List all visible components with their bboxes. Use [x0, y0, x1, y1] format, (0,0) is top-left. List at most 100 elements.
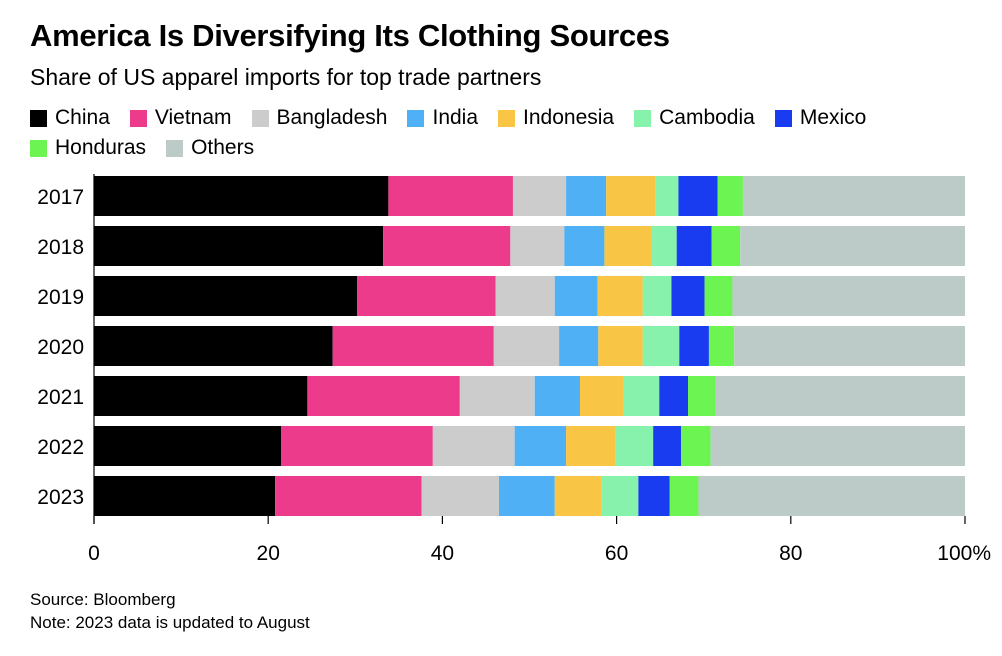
bar-segment-cambodia [655, 176, 679, 216]
y-tick-label: 2017 [37, 186, 84, 209]
y-tick-label: 2023 [37, 486, 84, 509]
bar-segment-indonesia [598, 326, 643, 366]
bar-segment-cambodia [615, 426, 654, 466]
legend-item-cambodia: Cambodia [634, 106, 755, 130]
x-tick-label: 0 [88, 542, 100, 565]
bar-segment-mexico [653, 426, 682, 466]
legend-item-indonesia: Indonesia [498, 106, 614, 130]
x-tick-label: 80 [779, 542, 802, 565]
bar-segment-mexico [676, 226, 712, 266]
bar-segment-indonesia [580, 376, 624, 416]
legend-swatch [129, 109, 147, 127]
bar-segment-bangladesh [493, 326, 560, 366]
bar-segment-india [564, 226, 605, 266]
bar-segment-vietnam [332, 326, 494, 366]
legend-swatch [251, 109, 269, 127]
legend-label: Vietnam [154, 106, 232, 129]
bar-segment-bangladesh [459, 376, 535, 416]
bar-segment-india [499, 476, 555, 516]
bar-segment-others [698, 476, 965, 516]
legend-label: Honduras [55, 136, 147, 159]
bar-segment-vietnam [275, 476, 422, 516]
bar-segment-cambodia [642, 326, 680, 366]
y-tick-label: 2022 [37, 436, 84, 459]
legend-label: Mexico [799, 106, 867, 129]
legend-swatch [407, 109, 425, 127]
x-tick-label: 60 [605, 542, 628, 565]
legend-item-vietnam: Vietnam [129, 106, 232, 130]
chart-title: America Is Diversifying Its Clothing Sou… [30, 18, 670, 53]
legend: China Vietnam Bangladesh India Indonesia Camb… [30, 106, 970, 160]
bar-segment-mexico [671, 276, 705, 316]
bar-segment-india [566, 176, 607, 216]
bar-segment-vietnam [383, 226, 511, 266]
bar-segment-china [94, 426, 282, 466]
stacked-bar-chart: 2017 2018 2019 2020 2021 2022 2023 0 20 40 60 80 100… [37, 174, 991, 565]
bar-segment-indonesia [566, 426, 616, 466]
legend-swatch [30, 109, 47, 127]
data-note: Note: 2023 data is updated to August [30, 613, 310, 632]
bar-segment-china [94, 226, 384, 266]
legend-item-china: China [30, 106, 110, 130]
bar-segment-others [715, 376, 965, 416]
bar-segment-india [514, 426, 567, 466]
legend-item-honduras: Honduras [30, 136, 146, 160]
legend-swatch [166, 139, 184, 157]
bar-segment-honduras [688, 376, 716, 416]
bar-segment-cambodia [642, 276, 672, 316]
bar-segment-honduras [669, 476, 699, 516]
bar-segment-bangladesh [510, 226, 565, 266]
y-tick-label: 2019 [37, 286, 84, 309]
y-tick-label: 2020 [37, 336, 84, 359]
bar-segment-india [554, 276, 598, 316]
bar-segment-indonesia [597, 276, 643, 316]
bar-segment-indonesia [554, 476, 602, 516]
bar-segment-vietnam [281, 426, 433, 466]
bar-segment-others [740, 226, 965, 266]
bar-segment-bangladesh [432, 426, 515, 466]
y-tick-label: 2018 [37, 236, 84, 259]
bar-segment-indonesia [604, 226, 652, 266]
legend-item-others: Others [166, 136, 254, 160]
legend-label: Bangladesh [276, 106, 388, 129]
bar-segment-india [559, 326, 599, 366]
legend-swatch [30, 139, 47, 157]
chart-subtitle: Share of US apparel imports for top trad… [30, 64, 542, 90]
bar-segment-bangladesh [421, 476, 500, 516]
bar-segment-indonesia [606, 176, 656, 216]
bar-segment-vietnam [307, 376, 460, 416]
bar-segment-mexico [659, 376, 689, 416]
bar-segment-mexico [679, 326, 709, 366]
bar-segment-others [732, 276, 965, 316]
legend-label: India [432, 106, 479, 129]
bar-segment-china [94, 476, 276, 516]
legend-item-bangladesh: Bangladesh [251, 106, 388, 130]
legend-label: Others [191, 136, 255, 159]
bar-segment-honduras [681, 426, 711, 466]
legend-swatch [774, 109, 792, 127]
y-tick-label: 2021 [37, 386, 84, 409]
bar-segment-cambodia [601, 476, 639, 516]
bar-segment-honduras [717, 176, 743, 216]
legend-swatch [634, 109, 652, 127]
bar-segment-honduras [708, 326, 735, 366]
bar-segment-bangladesh [512, 176, 567, 216]
bar-segment-china [94, 176, 389, 216]
bar-segment-vietnam [388, 176, 513, 216]
bar-segment-china [94, 376, 308, 416]
bar-segment-others [742, 176, 965, 216]
source-note: Source: Bloomberg [30, 590, 176, 609]
bar-segment-india [534, 376, 581, 416]
bar-segment-mexico [678, 176, 718, 216]
bar-segment-cambodia [623, 376, 660, 416]
bar-segment-others [734, 326, 966, 366]
bar-segment-mexico [638, 476, 670, 516]
legend-swatch [498, 109, 516, 127]
legend-label: Indonesia [523, 106, 615, 129]
legend-item-mexico: Mexico [774, 106, 867, 130]
bar-segment-china [94, 326, 333, 366]
legend-label: China [55, 106, 110, 129]
bar-segment-china [94, 276, 358, 316]
x-tick-label: 20 [257, 542, 280, 565]
bar-segment-honduras [704, 276, 733, 316]
